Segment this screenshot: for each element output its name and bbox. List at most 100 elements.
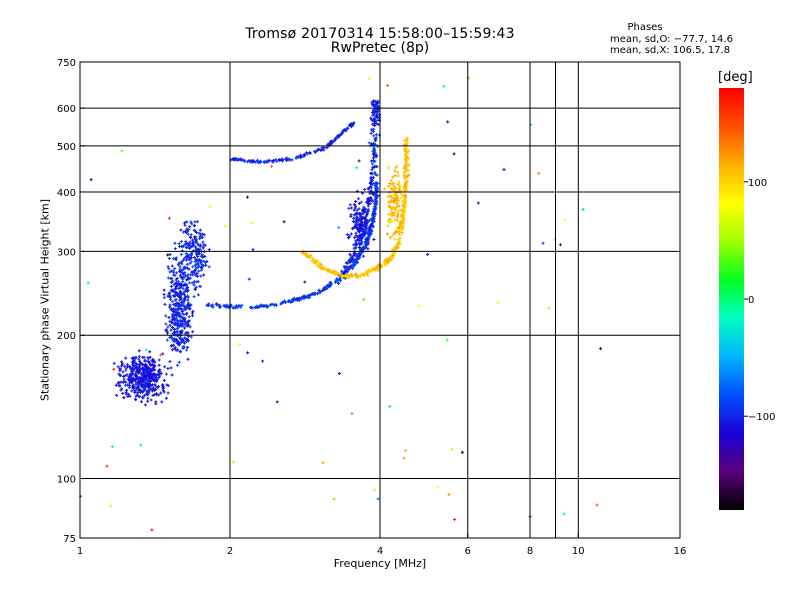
data-point [237,304,241,308]
data-point [177,286,181,290]
data-point [403,202,407,206]
data-point [364,241,368,245]
data-point [595,503,599,507]
data-point [374,119,378,123]
data-point [124,368,128,372]
data-point [179,285,183,289]
data-point [374,173,378,177]
data-point [182,230,186,234]
data-point [133,390,137,394]
data-point [135,385,139,389]
data-point [357,202,361,206]
data-point [310,292,314,296]
data-point [189,256,193,260]
data-point [179,331,183,335]
data-point [162,288,166,292]
data-point [396,182,400,186]
data-point [175,341,179,345]
y-tick-label: 100 [57,475,76,486]
data-point [389,209,393,213]
data-point [386,83,390,87]
data-point [346,275,350,279]
data-point [130,389,134,393]
data-point [200,253,204,257]
data-point [143,374,147,378]
data-point [386,195,390,199]
data-point [366,231,370,235]
data-point [372,238,376,242]
data-point [340,269,344,273]
data-point [357,229,361,233]
data-point [358,247,362,251]
data-point [196,254,200,258]
data-point [127,377,131,381]
data-point [184,323,188,327]
data-point [330,139,334,143]
x-tick-label: 16 [674,546,687,557]
data-point [187,281,191,285]
data-point [354,215,358,219]
data-point [183,341,187,345]
data-point [395,218,399,222]
data-point [359,200,363,204]
data-point [186,337,190,341]
data-point [274,157,278,161]
data-point [349,213,353,217]
data-point [164,372,168,376]
data-point [275,400,279,404]
y-tick-label: 300 [57,247,76,258]
data-point [182,258,186,262]
data-point [386,261,390,265]
data-point [131,363,135,367]
data-point [376,194,380,198]
data-point [195,280,199,284]
data-point [168,270,172,274]
data-point [198,228,202,232]
data-point [400,231,404,235]
data-point [191,309,195,313]
data-point [387,184,391,188]
data-point [199,268,203,272]
data-point [152,363,156,367]
colorbar-label: [deg] [718,70,753,85]
data-point [202,243,206,247]
data-point [396,196,400,200]
data-point [257,159,261,163]
colorbar-tick-label: 0 [748,295,754,306]
data-point [312,260,316,264]
data-point [150,528,154,532]
data-point [170,336,174,340]
y-axis-label: Stationary phase Virtual Height [km] [38,198,52,402]
data-point [138,375,142,379]
data-point [393,217,397,221]
data-point [387,212,391,216]
data-point [273,302,277,306]
data-point [189,303,193,307]
data-point [348,252,352,256]
data-point [193,220,197,224]
data-point [198,244,202,248]
data-point [366,220,370,224]
data-point [348,259,352,263]
data-point [362,297,366,301]
data-point [117,380,121,384]
data-point [190,314,194,318]
data-point [179,338,183,342]
data-point [168,360,172,364]
data-point [121,370,125,374]
data-point [171,343,175,347]
data-point [371,122,375,126]
data-point [146,392,150,396]
data-point [393,208,397,212]
y-tick-label: 75 [63,534,76,545]
data-point [137,387,141,391]
data-point [367,225,371,229]
data-point [157,358,161,362]
data-point [397,225,401,229]
data-point [371,111,375,115]
data-point [188,325,192,329]
data-point [376,122,380,126]
data-point [189,236,193,240]
data-point [178,349,182,353]
data-point [176,363,180,367]
